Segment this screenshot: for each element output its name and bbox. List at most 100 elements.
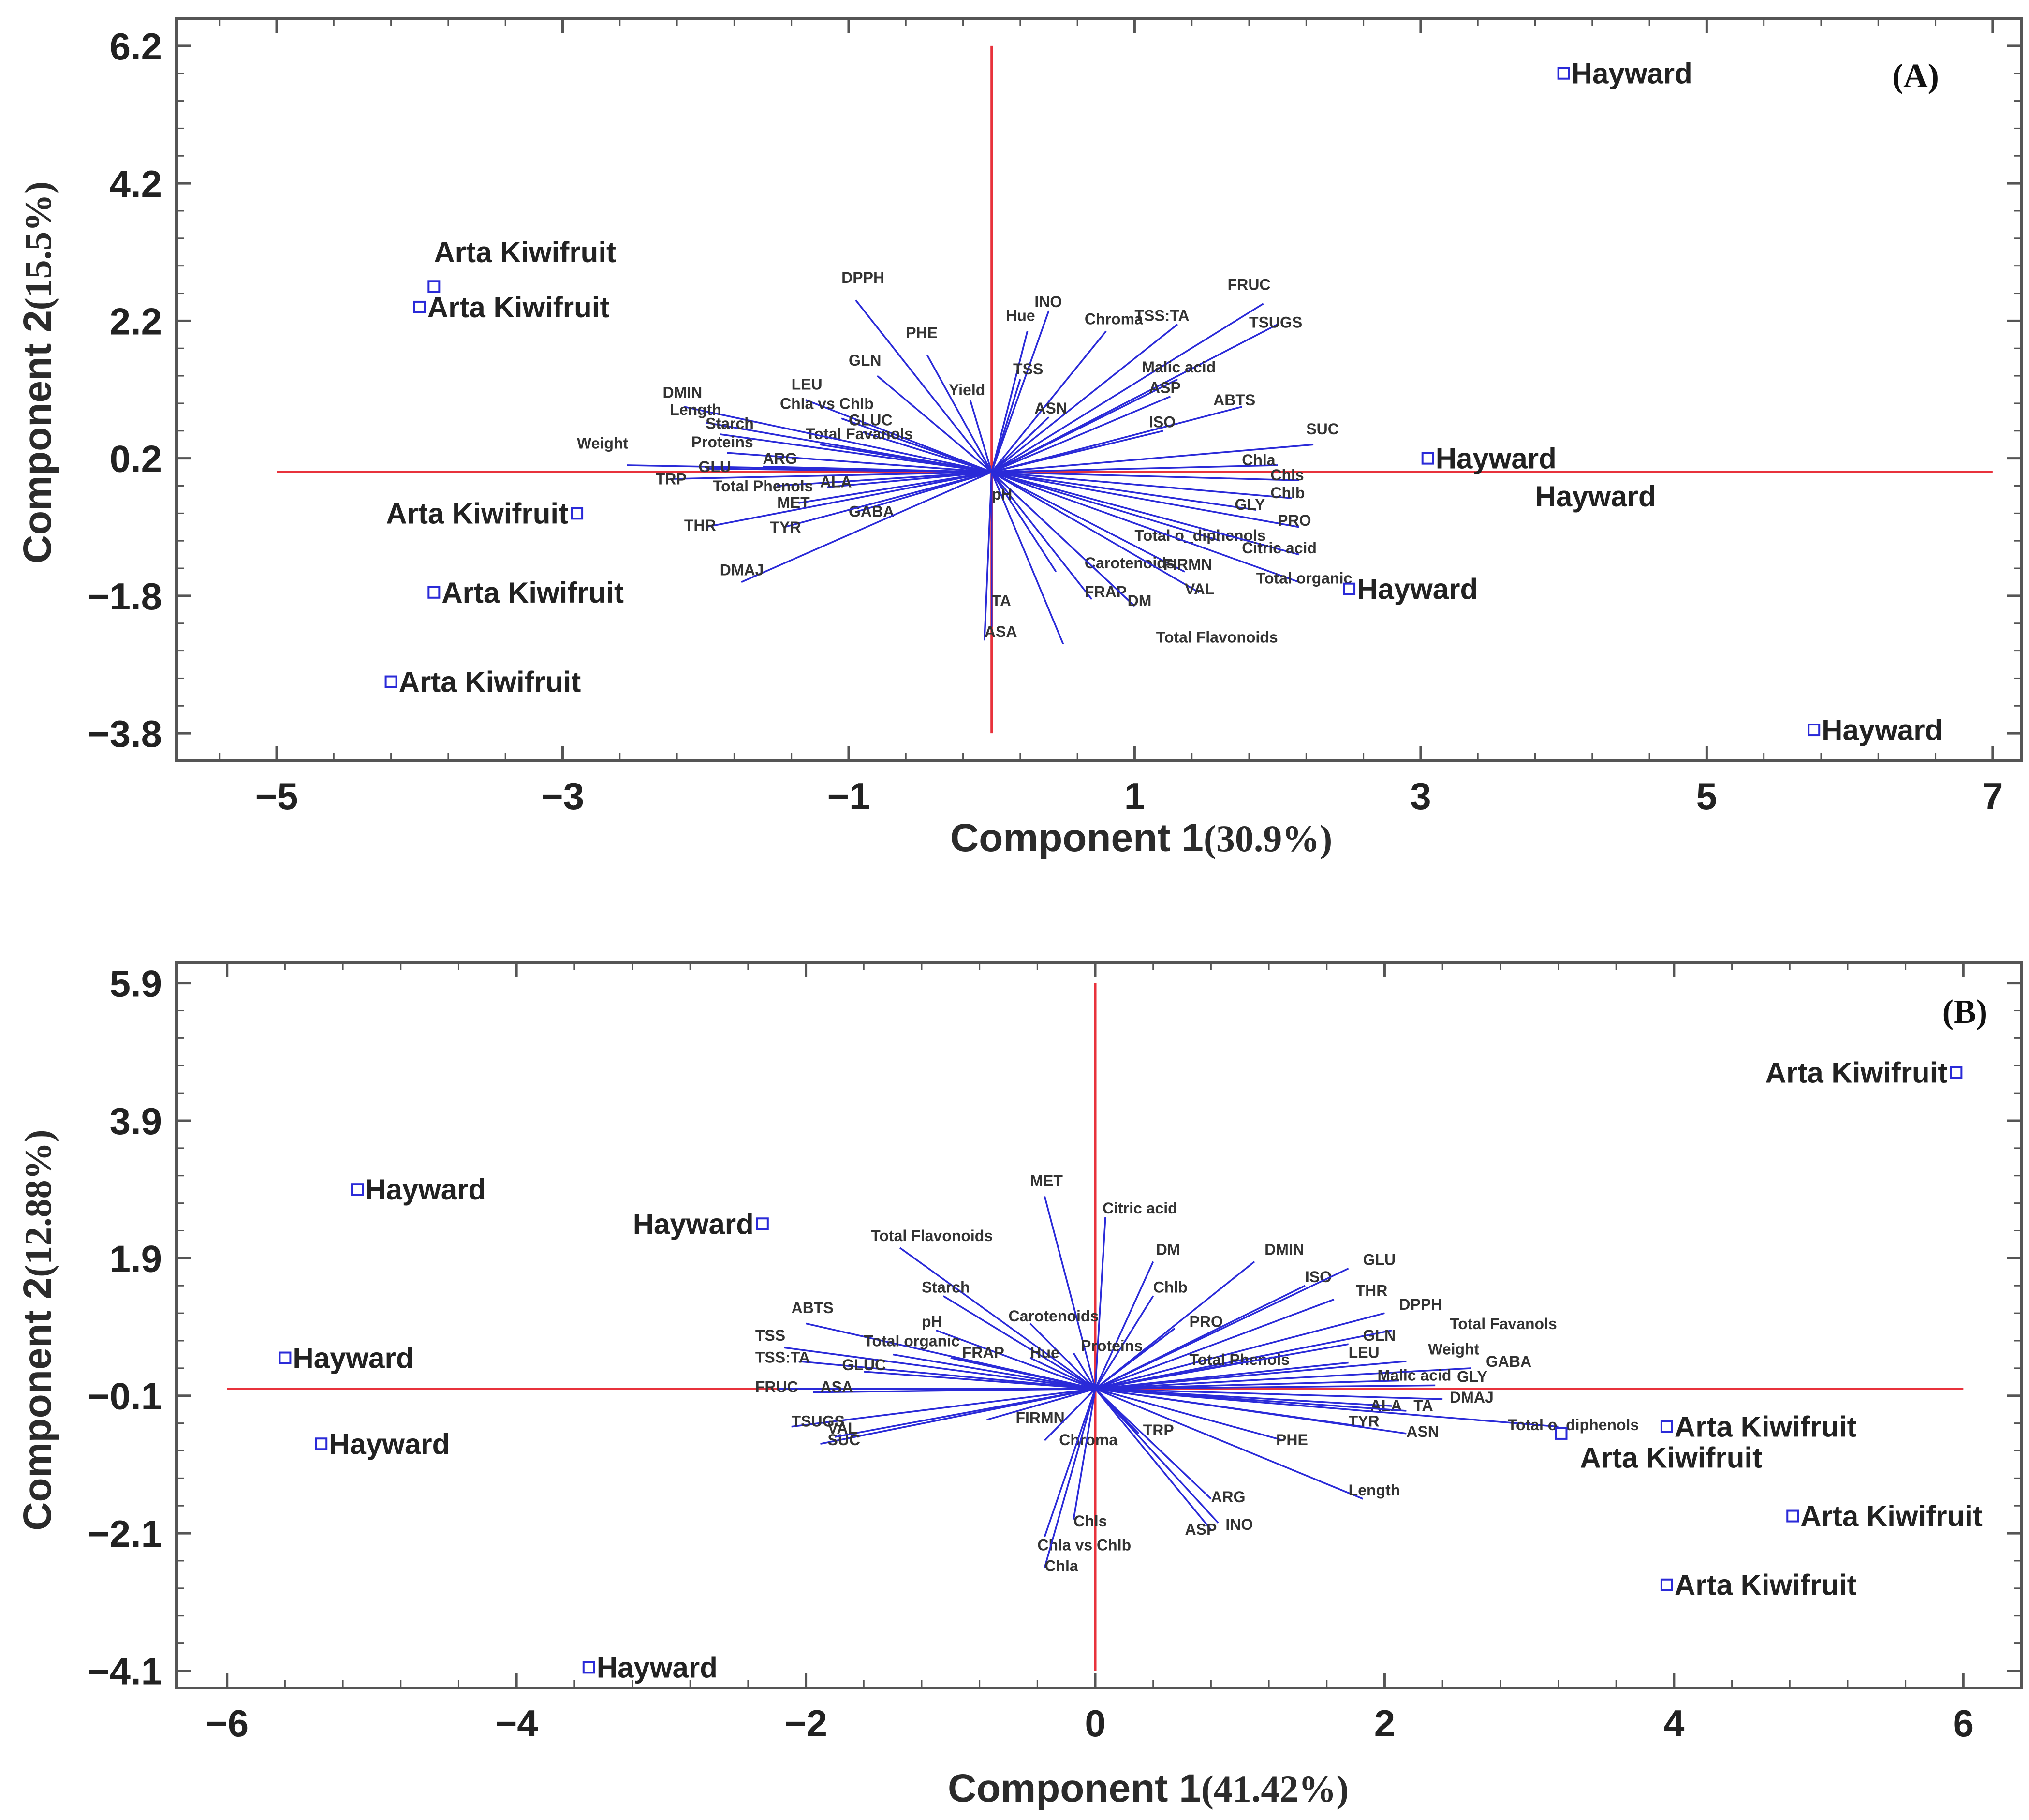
panel-a-reference-lines — [277, 45, 1993, 734]
panel-a-vector-label-chla: Chla — [1242, 451, 1276, 469]
panel-a-vector-trp — [670, 471, 992, 480]
panel-b-vector-arg — [1094, 1388, 1212, 1500]
panel-b-vector-chls — [1073, 1389, 1096, 1520]
panel-a-vector-label-length: Length — [670, 401, 721, 418]
panel-b-x-tick-label: −4 — [495, 1702, 538, 1745]
panel-b-vector-label-malic-acid: Malic acid — [1377, 1366, 1451, 1384]
panel-b-vector-frap — [950, 1357, 1096, 1390]
panel-b-sample-label: Hayward — [293, 1342, 413, 1375]
panel-a-vector-pro — [991, 471, 1299, 528]
panel-a-label: (A) — [1892, 58, 1939, 95]
panel-a-sample-label: Hayward — [1357, 573, 1478, 606]
panel-b-sample-point — [1660, 1420, 1673, 1433]
panel-a-vector-label-leu: LEU — [792, 376, 823, 393]
panel-a-vector-dm — [991, 471, 1135, 607]
panel-b-sample-label: Hayward — [329, 1428, 450, 1460]
panel-b-vector-citric-acid — [1094, 1216, 1106, 1389]
panel-a-vector-proteins — [727, 452, 992, 473]
panel-a-vector-label-dm: DM — [1128, 592, 1152, 609]
panel-b-vector-label-proteins: Proteins — [1081, 1337, 1143, 1354]
panel-b-vector-label-total-organic: Total organic — [864, 1332, 960, 1349]
panel-b-vector-label-asp: ASP — [1185, 1521, 1217, 1538]
panel-b-vector-tss-ta — [798, 1360, 1096, 1390]
panel-a-vector-label-chla-vs-chlb: Chla vs Chlb — [780, 395, 874, 412]
panel-a-vector-fruc — [991, 303, 1264, 473]
panel-a-vector-dpph — [855, 299, 993, 473]
panel-b-vector-label-hue: Hue — [1030, 1344, 1059, 1361]
panel-a-vector-ino — [991, 310, 1050, 473]
panel-a-x-tick-label: 3 — [1410, 775, 1431, 817]
panel-b-x-axis-label: Component 1 — [948, 1766, 1201, 1810]
panel-b-y-axis-label: Component 2 — [15, 1277, 59, 1531]
panel-b-vector-label-citric-acid: Citric acid — [1103, 1199, 1177, 1217]
panel-a-vector-label-carotenoids: Carotenoids — [1085, 554, 1175, 572]
panel-a-vector-label-dmaj: DMAJ — [720, 561, 764, 578]
panel-a-vector-dmin — [684, 406, 992, 473]
panel-b-sample-point — [756, 1217, 769, 1230]
panel-b-sample-point — [1786, 1509, 1799, 1523]
panel-a-vector-label-abts: ABTS — [1213, 391, 1255, 409]
panel-b-sample-label: Hayward — [365, 1173, 486, 1206]
panel-b-vector-label-gly: GLY — [1457, 1368, 1487, 1385]
panel-b-vector-ph — [936, 1330, 1096, 1390]
panel-b-vector-label-fruc: FRUC — [755, 1378, 798, 1396]
panel-a-vector-glu — [706, 468, 992, 473]
panel-b-sample-point — [1660, 1578, 1673, 1591]
panel-b-loading-vectors: MET Citric acid Total Flavonoids DM DMIN Star… — [755, 1172, 1639, 1574]
panel-b-vector-label-total-phenols: Total Phenols — [1190, 1351, 1290, 1368]
panel-b-vector-dpph — [1095, 1312, 1385, 1390]
panel-b-vector-gly — [1095, 1384, 1436, 1390]
panel-a-sample-label: Arta Kiwifruit — [399, 666, 581, 698]
panel-a-y-axis-label: Component 2 — [15, 310, 59, 563]
panel-a-vector-yield — [969, 400, 993, 473]
panel-b-vector-label-chls: Chls — [1073, 1512, 1107, 1530]
panel-a-vector-label-gln: GLN — [849, 352, 882, 369]
panel-a-vector-starch — [720, 433, 992, 473]
panel-a-vector-citric-acid — [991, 471, 1299, 556]
panel-b-vector-label-met: MET — [1030, 1172, 1063, 1189]
panel-a-vector-chlb — [991, 471, 1292, 499]
panel-b-vector-label-chlb: Chlb — [1153, 1278, 1188, 1296]
panel-a-x-tick-label: 5 — [1696, 775, 1717, 817]
panel-b-vector-gluc — [864, 1371, 1096, 1390]
panel-b-sample-point — [351, 1183, 364, 1196]
panel-a-biplot: −5 −3 −1 1 3 5 7 6.2 4.2 2.2 0.2 −1.8 −3.8 DPPH PHE GL… — [15, 17, 2023, 860]
panel-b-vector-chla — [1044, 1389, 1096, 1568]
panel-b-vector-label-asn: ASN — [1406, 1423, 1439, 1440]
panel-b-vector-label-ino: INO — [1225, 1516, 1253, 1533]
panel-a-vector-thr — [705, 471, 992, 528]
panel-b-vector-label-tss-ta: TSS:TA — [755, 1348, 810, 1366]
panel-b-vector-tsugs — [791, 1388, 1096, 1428]
panel-a-sample-point — [1808, 724, 1821, 737]
panel-b-vector-label-dmaj: DMAJ — [1450, 1389, 1494, 1406]
panel-a-y-tick-label: 4.2 — [110, 163, 162, 205]
panel-a-vector-frap — [991, 471, 1093, 600]
panel-a-vector-label-citric-acid: Citric acid — [1242, 539, 1317, 557]
panel-a-x-axis-percent: (30.9%) — [1204, 817, 1332, 859]
panel-b-vector-label-chla: Chla — [1044, 1557, 1078, 1574]
panel-a-vector-tss — [991, 379, 1021, 473]
panel-b-vector-label-starch: Starch — [922, 1278, 970, 1296]
panel-b-sample-label: Arta Kiwifruit — [1800, 1500, 1983, 1533]
panel-a-vector-label-proteins: Proteins — [691, 433, 753, 451]
panel-a-y-axis-percent: (15.5%) — [17, 181, 59, 310]
panel-a-vector-label-starch: Starch — [706, 415, 754, 432]
panel-b-vector-hue — [1029, 1357, 1096, 1390]
panel-a-sample-label: Arta Kiwifruit — [427, 291, 610, 324]
panel-b-vector-thr — [1095, 1299, 1335, 1390]
panel-a-vector-gln — [876, 375, 992, 473]
panel-a-plot-frame — [175, 17, 2023, 762]
panel-b-vector-gaba — [1095, 1367, 1472, 1390]
panel-a-vector-label-arg: ARG — [763, 450, 797, 467]
panel-a-vector-met — [798, 471, 992, 504]
panel-a-vector-chla-vs-chlb — [841, 417, 992, 473]
panel-b-x-tick-label: 4 — [1663, 1702, 1684, 1745]
panel-b-vector-label-val: VAL — [827, 1420, 857, 1437]
panel-b-y-tick-label: −2.1 — [88, 1512, 162, 1555]
panel-b-vector-total-flavonoids — [899, 1247, 1096, 1390]
panel-b-vector-gln — [1095, 1343, 1349, 1390]
panel-b-sample-label: Arta Kiwifruit — [1765, 1056, 1948, 1089]
panel-b-ticks: −6 −4 −2 0 2 4 6 5.9 3.9 1.9 −0.1 −2.1 −4.1 — [88, 962, 2021, 1745]
panel-a-vector-val — [991, 471, 1200, 593]
